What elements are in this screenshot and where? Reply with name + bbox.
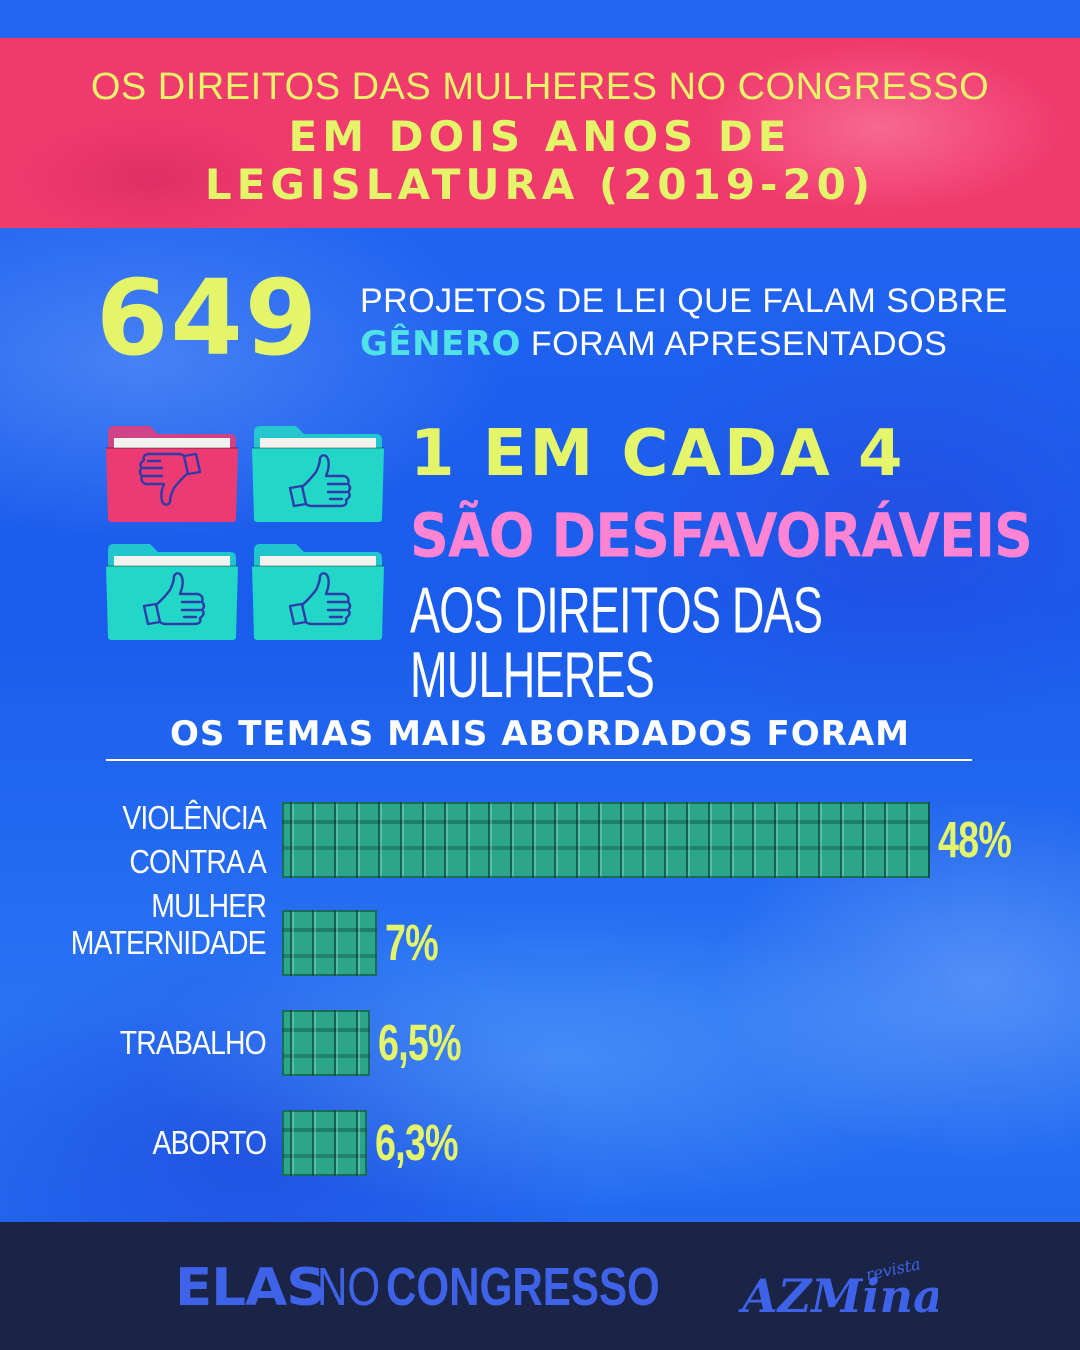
folder-thumbs-up (104, 536, 240, 641)
themes-divider (106, 759, 972, 761)
bar-category-label: VIOLÊNCIA CONTRA A MULHER (122, 799, 267, 924)
brand-congresso: CONGRESSO (386, 1257, 661, 1317)
projects-count: 649 (96, 257, 320, 379)
projects-text-line-2: GÊNERO FORAM APRESENTADOS (360, 324, 947, 364)
thumbs-down-icon (138, 452, 202, 506)
bar-value-label: 6,5% (378, 1013, 462, 1071)
bar-category-label: MATERNIDADE (70, 924, 267, 961)
bar (282, 1110, 367, 1176)
folder-thumbs-up (250, 418, 386, 523)
thumbs-up-icon (288, 572, 352, 626)
header-line-3: LEGISLATURA (2019-20) (204, 160, 876, 209)
header-line-2: EM DOIS ANOS DE (288, 112, 792, 161)
bar-category-label: TRABALHO (119, 1024, 267, 1061)
ratio-headline: 1 EM CADA 4 (410, 417, 906, 491)
brand-no: NO (317, 1257, 381, 1317)
ratio-unfavorable: SÃO DESFAVORÁVEIS (410, 500, 1033, 571)
projects-text-line-1: PROJETOS DE LEI QUE FALAM SOBRE (360, 282, 1008, 320)
bar (282, 802, 930, 878)
elas-no-congresso-logo: ELASNO CONGRESSO (175, 1256, 737, 1318)
header-line-1: OS DIREITOS DAS MULHERES NO CONGRESSO (90, 66, 990, 108)
projects-text-rest: FORAM APRESENTADOS (520, 325, 948, 363)
bar-value-label: 7% (385, 913, 439, 971)
bar-value-label: 48% (938, 810, 1012, 868)
thumbs-up-icon (142, 572, 206, 626)
folder-thumbs-down (104, 418, 240, 523)
folder-grid (104, 418, 389, 644)
folder-thumbs-up (250, 536, 386, 641)
brand-elas: ELAS (175, 1258, 326, 1318)
gender-highlight: GÊNERO (360, 324, 521, 364)
azmina-wordmark-text: AZMina (738, 1269, 938, 1323)
thumbs-up-icon (288, 454, 352, 508)
bar (282, 1010, 370, 1076)
ratio-subject: AOS DIREITOS DAS MULHERES (410, 573, 823, 712)
bar-category-label: ABORTO (152, 1124, 267, 1161)
azmina-logo: revista AZMina (738, 1252, 938, 1328)
header-banner: OS DIREITOS DAS MULHERES NO CONGRESSO EM… (0, 38, 1080, 228)
bar (282, 910, 377, 976)
themes-heading: OS TEMAS MAIS ABORDADOS FORAM (170, 714, 910, 754)
bar-value-label: 6,3% (375, 1113, 459, 1171)
footer-bar (0, 1222, 1080, 1350)
